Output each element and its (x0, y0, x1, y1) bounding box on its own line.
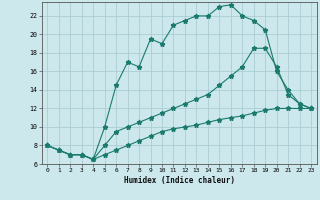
X-axis label: Humidex (Indice chaleur): Humidex (Indice chaleur) (124, 176, 235, 185)
